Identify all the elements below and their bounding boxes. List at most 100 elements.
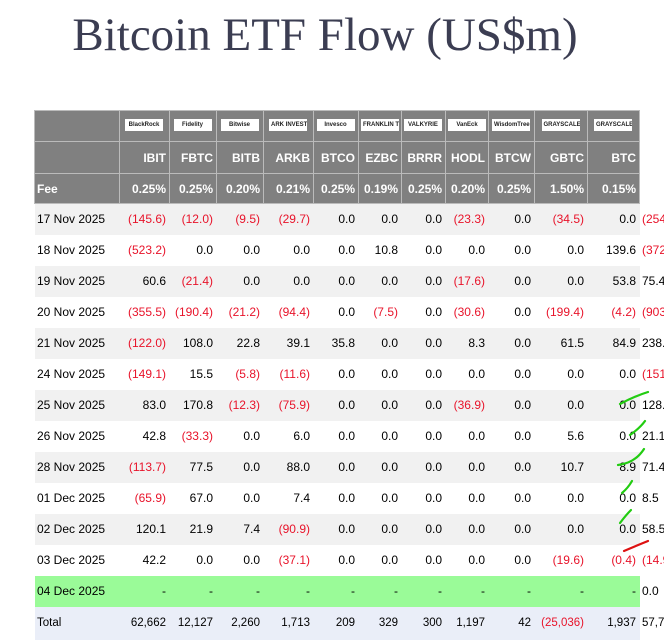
- flow-cell: 0.0: [488, 327, 535, 359]
- ticker-row: IBIT FBTC BITB ARKB BTCO EZBC BRRR HODL BTCW GBTC…: [34, 141, 640, 174]
- date-cell: 18 Nov 2025: [34, 234, 120, 266]
- flow-cell: 0.0: [534, 358, 588, 390]
- flow-cell: (94.4): [263, 296, 314, 328]
- flow-cell: 0.0: [488, 389, 535, 421]
- flow-cell: 0.0: [488, 482, 535, 514]
- flow-cell: 0.0: [313, 265, 359, 297]
- date-cell: 17 Nov 2025: [34, 203, 120, 235]
- table-row: 20 Nov 2025 (355.5) (190.4) (21.2) (94.4) 0.0…: [34, 296, 664, 328]
- date-cell: 26 Nov 2025: [34, 420, 120, 452]
- flow-cell: 0.0: [587, 482, 640, 514]
- total-cell: 209: [313, 606, 359, 640]
- flow-cell: 0.0: [216, 482, 264, 514]
- total-cell: 300: [401, 606, 446, 640]
- flow-cell: 0.0: [534, 265, 588, 297]
- flow-cell: 0.0: [534, 389, 588, 421]
- flow-cell: 0.0: [488, 265, 535, 297]
- flow-cell: 0.0: [401, 544, 446, 576]
- date-cell: 02 Dec 2025: [34, 513, 120, 545]
- ticker-header: BITB: [216, 141, 264, 174]
- table-row: 04 Dec 2025- - - - - - - - - - -0.0: [34, 575, 659, 607]
- flow-cell: (5.8): [216, 358, 264, 390]
- total-cell: 1,197: [445, 606, 489, 640]
- flow-cell: 0.0: [534, 513, 588, 545]
- flow-cell: 88.0: [263, 451, 314, 483]
- issuer-logo-cell: VanEck: [445, 110, 489, 142]
- flow-cell: 0.0: [534, 234, 588, 266]
- total-cell: 329: [358, 606, 402, 640]
- ticker-header: ARKB: [263, 141, 314, 174]
- flow-cell: 42.8: [119, 420, 170, 452]
- flow-cell: (21.2): [216, 296, 264, 328]
- flow-cell: 7.4: [263, 482, 314, 514]
- flow-cell: 0.0: [488, 420, 535, 452]
- flow-cell: 0.0: [216, 234, 264, 266]
- date-cell: 19 Nov 2025: [34, 265, 120, 297]
- flow-cell: 0.0: [358, 265, 402, 297]
- flow-cell: (113.7): [119, 451, 170, 483]
- ticker-header: BTCW: [488, 141, 535, 174]
- flow-cell: 42.2: [119, 544, 170, 576]
- flow-cell: 0.0: [169, 234, 217, 266]
- flow-cell: 0.0: [313, 420, 359, 452]
- flow-cell: 10.7: [534, 451, 588, 483]
- flow-cell: 0.0: [587, 203, 640, 235]
- check-mark: [618, 390, 650, 406]
- flow-cell: -: [169, 575, 217, 607]
- table-row: 19 Nov 2025 60.6 (21.4) 0.0 0.0 0.0 0.0 0.0 (17.…: [34, 265, 664, 297]
- flow-cell: 60.6: [119, 265, 170, 297]
- flow-cell: 0.0: [216, 420, 264, 452]
- flow-cell: -: [534, 575, 588, 607]
- fee-value: 0.21%: [263, 173, 314, 204]
- ticker-header: IBIT: [119, 141, 170, 174]
- flow-cell: 8.3: [445, 327, 489, 359]
- table-row: 18 Nov 2025 (523.2) 0.0 0.0 0.0 0.0 10.8 0.0 0.0…: [34, 234, 664, 266]
- flow-cell: 0.0: [358, 544, 402, 576]
- flow-cell: -: [401, 575, 446, 607]
- table-row: 03 Dec 2025 42.2 0.0 0.0 (37.1) 0.0 0.0 0.0 0.0 0…: [34, 544, 664, 576]
- fee-value: 0.15%: [587, 173, 640, 204]
- issuer-logo-cell: GRAYSCALE: [534, 110, 588, 142]
- flow-cell: 0.0: [488, 513, 535, 545]
- flow-cell: 0.0: [445, 513, 489, 545]
- flow-cell: 53.8: [587, 265, 640, 297]
- flow-cell: 0.0: [401, 389, 446, 421]
- issuer-logo: VanEck: [448, 118, 486, 131]
- flow-cell: -: [358, 575, 402, 607]
- flow-cell: 0.0: [488, 358, 535, 390]
- flow-cell: (190.4): [169, 296, 217, 328]
- issuer-logo-cell: VALKYRIE: [401, 110, 446, 142]
- date-cell: 04 Dec 2025: [34, 575, 120, 607]
- total-cell: 1,713: [263, 606, 314, 640]
- flow-cell: (33.3): [169, 420, 217, 452]
- flow-cell: (30.6): [445, 296, 489, 328]
- flow-cell: 0.0: [313, 203, 359, 235]
- total-label: Total: [34, 606, 120, 640]
- fee-value: 0.25%: [401, 173, 446, 204]
- date-cell: 03 Dec 2025: [34, 544, 120, 576]
- flow-cell: 6.0: [263, 420, 314, 452]
- flow-cell: (355.5): [119, 296, 170, 328]
- flow-cell: 0.0: [445, 420, 489, 452]
- issuer-logo-cell: ARK INVEST: [263, 110, 314, 142]
- flow-cell: 15.5: [169, 358, 217, 390]
- flow-cell: 0.0: [358, 513, 402, 545]
- flow-cell: (7.5): [358, 296, 402, 328]
- table-row: 28 Nov 2025 (113.7) 77.5 0.0 88.0 0.0 0.0 0.0 0.…: [34, 451, 664, 483]
- table-row: 17 Nov 2025 (145.6) (12.0) (9.5) (29.7) 0.0 0.…: [34, 203, 664, 235]
- flow-cell: 0.0: [313, 451, 359, 483]
- fee-value: 0.25%: [169, 173, 217, 204]
- flow-cell: 0.0: [358, 420, 402, 452]
- flow-cell: 0.0: [401, 327, 446, 359]
- flow-cell: 0.0: [587, 513, 640, 545]
- flow-cell: (122.0): [119, 327, 170, 359]
- flow-cell: (34.5): [534, 203, 588, 235]
- issuer-logo: WisdomTree: [492, 118, 530, 131]
- page-title: Bitcoin ETF Flow (US$m): [72, 9, 578, 61]
- blank-cell: [34, 141, 120, 174]
- issuer-logo: GRAYSCALE: [594, 118, 632, 131]
- flow-cell: 10.8: [358, 234, 402, 266]
- flow-cell: (23.3): [445, 203, 489, 235]
- ticker-header: FBTC: [169, 141, 217, 174]
- flow-cell: 0.0: [401, 203, 446, 235]
